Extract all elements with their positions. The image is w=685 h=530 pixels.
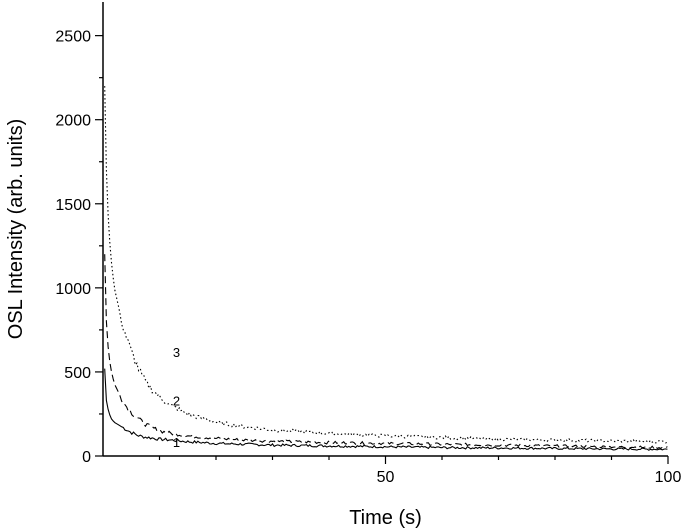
curve-label-3: 3 [173, 345, 180, 360]
series-group: 1 2 3 [104, 86, 668, 451]
x-tick-label: 50 [377, 469, 395, 486]
x-ticks: 50 100 [158, 456, 682, 486]
x-axis-title: Time (s) [349, 507, 422, 529]
y-axis-title: OSL Intensity (arb. units) [5, 119, 27, 339]
y-tick-label: 0 [82, 449, 91, 466]
series-line-2 [104, 254, 668, 450]
y-ticks: 0 500 1000 1500 2000 2500 [55, 29, 103, 466]
y-tick-label: 1000 [55, 281, 91, 298]
y-tick-label: 2500 [55, 29, 91, 46]
x-tick-label: 100 [655, 469, 682, 486]
curve-label-1: 1 [173, 435, 180, 450]
y-tick-label: 500 [64, 365, 91, 382]
plot-area: 50 100 0 500 1000 1500 2000 2500 1 2 3 [55, 2, 681, 486]
curve-label-2: 2 [173, 394, 180, 409]
y-tick-label: 2000 [55, 113, 91, 130]
series-line-1 [104, 368, 668, 451]
series-line-3 [104, 86, 668, 444]
y-tick-label: 1500 [55, 197, 91, 214]
